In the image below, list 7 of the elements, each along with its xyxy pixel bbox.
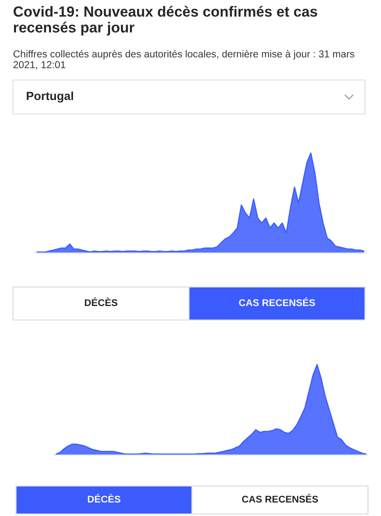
chart-subtitle: Chiffres collectés auprès des autorités locales, dernière mise à jour : 31 mars 2021, 12:01: [14, 50, 354, 70]
text: Portugal: [26, 91, 74, 103]
text: CAS RECENSÉS: [239, 297, 315, 306]
chart-title: Covid-19: Nouveaux décès confirmés et cas recensés par jour: [14, 6, 318, 36]
text: CAS RECENSÉS: [242, 494, 318, 503]
text: DÉCÈS: [84, 297, 118, 306]
text: DÉCÈS: [88, 494, 120, 503]
